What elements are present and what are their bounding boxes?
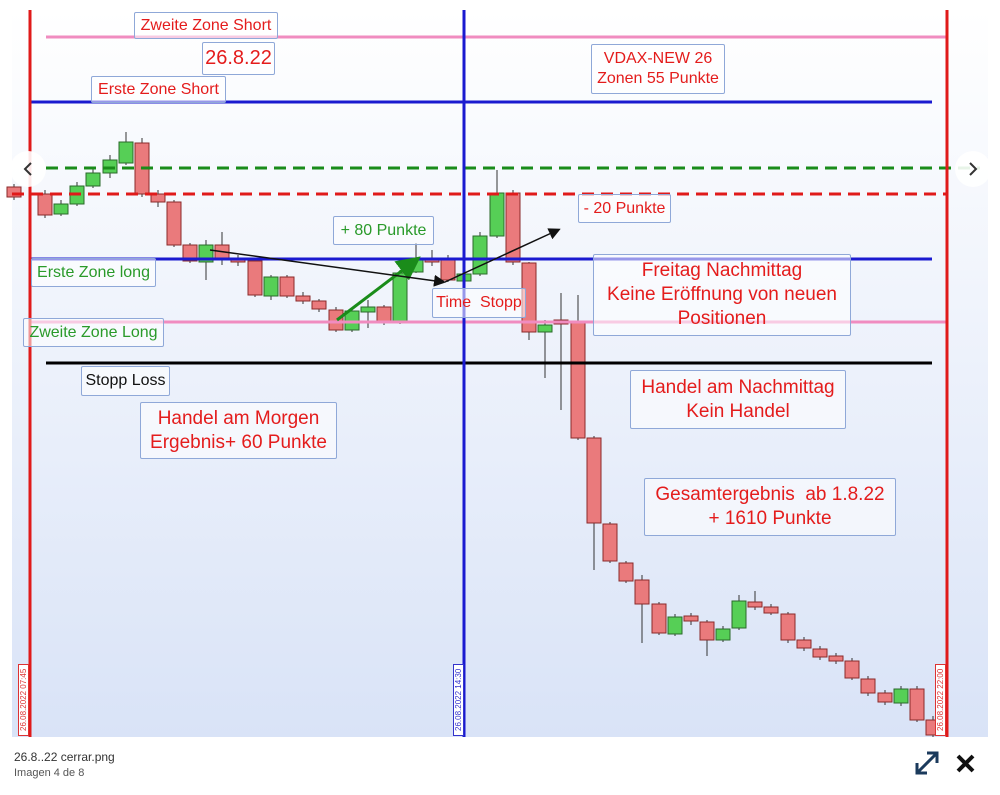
annotation-line: Zweite Zone Long	[29, 323, 158, 341]
candle-body	[279, 276, 295, 297]
annotation: Erste Zone long	[31, 258, 156, 287]
time-label: 26.08.2022 07:45	[18, 664, 29, 736]
candle-body	[505, 192, 521, 263]
annotation-line: Freitag Nachmittag	[641, 260, 803, 282]
candle-body	[699, 621, 715, 641]
time-label: 26.08.2022 14:30	[453, 664, 464, 736]
candle-body	[360, 306, 376, 313]
candles	[6, 132, 941, 737]
candle-body	[328, 309, 344, 331]
candle-body	[715, 628, 731, 641]
annotation: Handel am Nachmittag Kein Handel	[630, 370, 846, 429]
candle-body	[150, 193, 166, 203]
annotation: Stopp Loss	[81, 366, 170, 396]
annotation-line: Handel am Nachmittag	[641, 376, 835, 398]
annotation-line: Stopp Loss	[85, 372, 166, 389]
candle-body	[909, 688, 925, 721]
arrow	[444, 228, 561, 283]
next-button[interactable]	[955, 151, 991, 187]
candle-body	[893, 688, 909, 704]
candle-body	[796, 639, 812, 649]
annotation: 26.8.22	[202, 42, 275, 75]
candle-body	[844, 660, 860, 679]
candle-body	[118, 141, 134, 164]
annotation: + 80 Punkte	[333, 216, 434, 245]
close-button[interactable]	[956, 754, 975, 773]
candle-body	[440, 257, 456, 281]
candle-body	[763, 606, 779, 614]
annotation: Zweite Zone Short	[134, 12, 278, 39]
counter: Imagen 4 de 8	[14, 767, 85, 779]
annotation-line: Ergebnis+ 60 Punkte	[150, 431, 327, 453]
annotation-line: Erste Zone long	[37, 263, 150, 281]
candle-body	[53, 203, 69, 215]
annotation-line: Kein Handel	[686, 400, 790, 422]
annotation: Gesamtergebnis ab 1.8.22 + 1610 Punkte	[644, 478, 896, 536]
candle-body	[537, 324, 553, 333]
annotation-line: Erste Zone Short	[98, 80, 219, 98]
candle-body	[37, 193, 53, 216]
candle-body	[392, 272, 408, 323]
candle-body	[311, 300, 327, 310]
prev-icon	[23, 162, 32, 176]
time-label: 26.08.2022 22:00	[935, 664, 946, 736]
annotation-line: Time Stopp	[436, 294, 522, 311]
annotation-line: VDAX-NEW 26	[603, 50, 713, 67]
candle-body	[812, 648, 828, 658]
candle-body	[877, 692, 893, 703]
candle-body	[570, 322, 586, 439]
candle-body	[651, 603, 667, 634]
annotation-line: + 80 Punkte	[340, 221, 427, 239]
arrow	[209, 249, 446, 287]
candle-body	[618, 562, 634, 582]
candle-body	[182, 244, 198, 262]
candle-body	[166, 201, 182, 246]
annotation-line: Gesamtergebnis ab 1.8.22	[655, 484, 885, 506]
annotation: VDAX-NEW 26 Zonen 55 Punkte	[591, 44, 725, 94]
candle-body	[731, 600, 747, 629]
annotation-line: Zonen 55 Punkte	[597, 70, 719, 87]
filename: 26.8..22 cerrar.png	[14, 750, 115, 764]
annotation-line: Zweite Zone Short	[140, 16, 272, 34]
candle-body	[586, 437, 602, 524]
candle-body	[85, 172, 101, 187]
candle-body	[634, 579, 650, 605]
candle-body	[747, 601, 763, 608]
annotation: Freitag Nachmittag Keine Eröffnung von ne…	[593, 254, 851, 336]
expand-button[interactable]	[915, 751, 939, 775]
annotation: Zweite Zone Long	[23, 318, 164, 347]
annotation: Handel am Morgen Ergebnis+ 60 Punkte	[140, 402, 337, 459]
annotation: Time Stopp	[432, 288, 526, 318]
annotation: Erste Zone Short	[91, 76, 226, 103]
candle-body	[602, 523, 618, 562]
candle-body	[247, 260, 263, 296]
next-icon	[969, 162, 978, 176]
candle-body	[780, 613, 796, 641]
candle-body	[263, 276, 279, 297]
annotation-line: - 20 Punkte	[583, 199, 666, 217]
candle-body	[6, 186, 22, 198]
annotation-line: + 1610 Punkte	[708, 508, 832, 529]
candle-body	[683, 615, 699, 622]
annotation-line: Keine Eröffnung von neuen	[607, 284, 837, 306]
candle-body	[828, 655, 844, 662]
prev-button[interactable]	[10, 151, 46, 187]
annotation-line: Handel am Morgen	[157, 407, 320, 429]
arrow	[336, 256, 421, 322]
annotation: - 20 Punkte	[578, 194, 671, 223]
candle-body	[489, 192, 505, 237]
annotation-line: Positionen	[677, 307, 767, 329]
candle-body	[860, 678, 876, 694]
annotation-line: 26.8.22	[205, 47, 272, 69]
candle-body	[667, 616, 683, 635]
candle-body	[295, 295, 311, 302]
